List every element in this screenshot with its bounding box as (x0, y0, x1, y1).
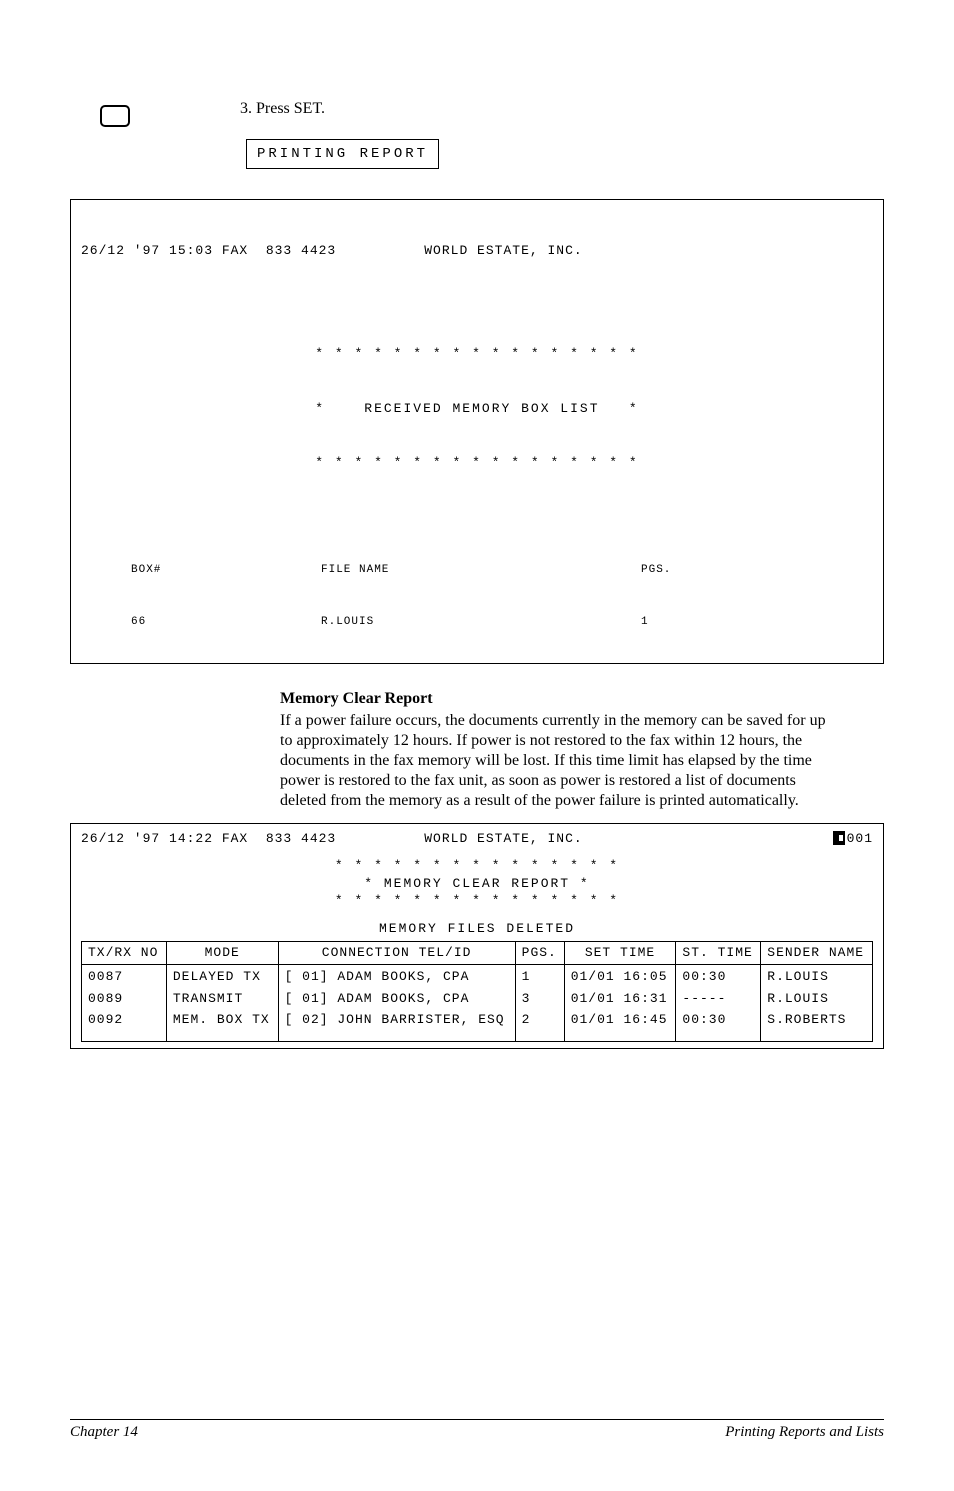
report2-header-right: 001 (833, 830, 873, 848)
table-header-row: TX/RX NO MODE CONNECTION TEL/ID PGS. SET… (82, 942, 873, 965)
table-cell: 01/01 16:45 (564, 1009, 676, 1041)
table-cell: S.ROBERTS (761, 1009, 873, 1041)
table-cell: 2 (515, 1009, 564, 1041)
memory-clear-report: 26/12 '97 14:22 FAX 833 4423 WORLD ESTAT… (70, 823, 884, 1049)
star-row: * * * * * * * * * * * * * * * (81, 892, 873, 910)
table-cell: R.LOUIS (761, 988, 873, 1010)
report2-subhead: MEMORY FILES DELETED (81, 920, 873, 938)
table-cell: MEM. BOX TX (166, 1009, 278, 1041)
report2-title: * MEMORY CLEAR REPORT * (81, 875, 873, 893)
received-memory-box-list-report: 26/12 '97 15:03 FAX 833 4423 WORLD ESTAT… (70, 199, 884, 664)
memory-clear-section: Memory Clear Report If a power failure o… (60, 690, 894, 811)
table-cell: 01/01 16:05 (564, 965, 676, 988)
table-cell: [ 02] JOHN BARRISTER, ESQ (278, 1009, 515, 1041)
section-title: Memory Clear Report (280, 690, 834, 708)
table-cell: 0089 (82, 988, 167, 1010)
table-cell: 01/01 16:31 (564, 988, 676, 1010)
report2-header-left: 26/12 '97 14:22 FAX 833 4423 WORLD ESTAT… (81, 830, 583, 848)
table-row: 0092MEM. BOX TX[ 02] JOHN BARRISTER, ESQ… (82, 1009, 873, 1041)
report1-data-row: 66 R.LOUIS 1 (81, 615, 873, 630)
footer-left: Chapter 14 (70, 1424, 138, 1441)
th-pgs: PGS. (515, 942, 564, 965)
table-row: 0087DELAYED TX[ 01] ADAM BOOKS, CPA101/0… (82, 965, 873, 988)
th-sttime: ST. TIME (676, 942, 761, 965)
table-cell: 00:30 (676, 965, 761, 988)
lcd-display: PRINTING REPORT (246, 139, 439, 169)
val-pgs: 1 (641, 615, 649, 630)
instruction-step: 3. Press SET. (60, 100, 894, 127)
page-icon (833, 831, 845, 845)
val-box: 66 (81, 615, 321, 630)
table-cell: 0092 (82, 1009, 167, 1041)
th-sender: SENDER NAME (761, 942, 873, 965)
col-box: BOX# (81, 563, 321, 578)
table-cell: TRANSMIT (166, 988, 278, 1010)
table-cell: 1 (515, 965, 564, 988)
table-cell: 00:30 (676, 1009, 761, 1041)
table-cell: [ 01] ADAM BOOKS, CPA (278, 965, 515, 988)
page-footer: Chapter 14 Printing Reports and Lists (70, 1419, 884, 1441)
button-icon (100, 105, 130, 127)
star-row: * * * * * * * * * * * * * * * * * (81, 345, 873, 363)
col-pgs: PGS. (641, 563, 671, 578)
report1-header: 26/12 '97 15:03 FAX 833 4423 WORLD ESTAT… (81, 242, 873, 260)
table-cell: 3 (515, 988, 564, 1010)
th-mode: MODE (166, 942, 278, 965)
th-settime: SET TIME (564, 942, 676, 965)
th-txrxno: TX/RX NO (82, 942, 167, 965)
table-cell: R.LOUIS (761, 965, 873, 988)
step-text: Press SET. (256, 100, 325, 117)
table-cell: DELAYED TX (166, 965, 278, 988)
report1-title: * RECEIVED MEMORY BOX LIST * (81, 400, 873, 418)
memory-files-table: TX/RX NO MODE CONNECTION TEL/ID PGS. SET… (81, 941, 873, 1041)
star-row: * * * * * * * * * * * * * * * (81, 857, 873, 875)
table-row: 0089TRANSMIT[ 01] ADAM BOOKS, CPA301/01 … (82, 988, 873, 1010)
report1-column-headers: BOX# FILE NAME PGS. (81, 563, 873, 578)
star-row: * * * * * * * * * * * * * * * * * (81, 454, 873, 472)
footer-right: Printing Reports and Lists (725, 1424, 884, 1441)
val-filename: R.LOUIS (321, 615, 641, 630)
col-filename: FILE NAME (321, 563, 641, 578)
step-number: 3. (240, 100, 252, 117)
table-cell: 0087 (82, 965, 167, 988)
th-connection: CONNECTION TEL/ID (278, 942, 515, 965)
table-cell: [ 01] ADAM BOOKS, CPA (278, 988, 515, 1010)
table-cell: ----- (676, 988, 761, 1010)
section-body: If a power failure occurs, the documents… (280, 711, 834, 811)
